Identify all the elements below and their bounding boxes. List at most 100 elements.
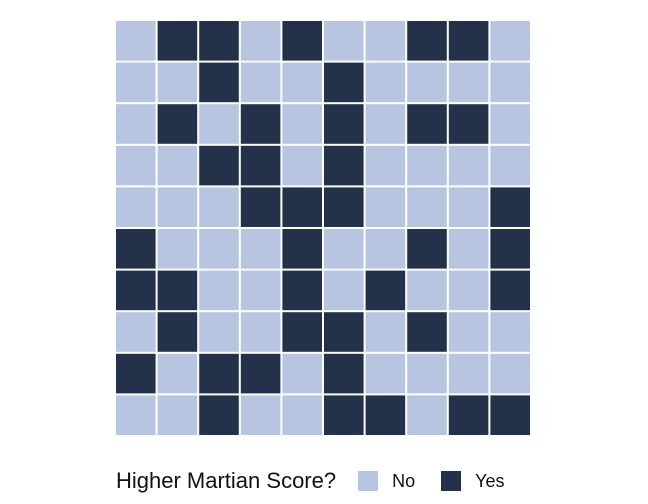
waffle-tile-no [157, 145, 198, 186]
waffle-tile-yes [157, 104, 198, 144]
waffle-tile-yes [324, 145, 364, 186]
waffle-tile-yes [490, 229, 530, 269]
waffle-tile-yes [240, 145, 281, 186]
waffle-tile-yes [199, 21, 239, 61]
waffle-tile-no [490, 353, 530, 394]
waffle-tile-no [448, 270, 489, 311]
waffle-tile-no [490, 104, 530, 144]
waffle-tile-yes [282, 187, 322, 227]
waffle-tile-yes [240, 104, 281, 144]
waffle-tile-yes [199, 353, 239, 394]
waffle-tile-no [407, 270, 447, 311]
waffle-tile-no [199, 229, 239, 269]
waffle-tile-yes [407, 312, 447, 352]
waffle-tile-yes [282, 21, 322, 61]
legend-item-no: No [358, 471, 415, 492]
waffle-tile-yes [116, 229, 156, 269]
waffle-tile-no [407, 353, 447, 394]
waffle-tile-no [365, 312, 406, 352]
waffle-tile-yes [324, 395, 364, 435]
waffle-tile-no [199, 104, 239, 144]
waffle-tile-no [490, 312, 530, 352]
waffle-tile-no [365, 187, 406, 227]
waffle-tile-no [448, 62, 489, 103]
waffle-tile-no [116, 62, 156, 103]
waffle-tile-yes [282, 312, 322, 352]
waffle-tile-no [240, 229, 281, 269]
waffle-tile-no [116, 312, 156, 352]
waffle-tile-no [199, 270, 239, 311]
waffle-tile-yes [324, 62, 364, 103]
waffle-tile-no [157, 353, 198, 394]
waffle-tile-no [448, 145, 489, 186]
waffle-tile-yes [448, 21, 489, 61]
legend-key-yes [441, 471, 462, 491]
waffle-tile-yes [407, 21, 447, 61]
waffle-tile-no [365, 62, 406, 103]
legend-key-no [358, 471, 379, 491]
waffle-tile-no [199, 187, 239, 227]
waffle-tile-no [448, 229, 489, 269]
waffle-tile-no [365, 21, 406, 61]
waffle-tile-no [240, 312, 281, 352]
waffle-tile-yes [407, 104, 447, 144]
waffle-tile-no [282, 353, 322, 394]
waffle-tile-no [365, 353, 406, 394]
waffle-tile-yes [490, 270, 530, 311]
waffle-tile-no [240, 62, 281, 103]
waffle-tile-no [324, 270, 364, 311]
waffle-tile-no [365, 145, 406, 186]
waffle-tile-no [490, 62, 530, 103]
waffle-tile-no [240, 270, 281, 311]
waffle-tile-no [448, 312, 489, 352]
waffle-tile-no [282, 395, 322, 435]
legend-title: Higher Martian Score? [116, 468, 337, 493]
waffle-tile-no [240, 21, 281, 61]
waffle-tile-no [365, 104, 406, 144]
waffle-tile-yes [490, 187, 530, 227]
waffle-tile-yes [199, 395, 239, 435]
waffle-tile-yes [407, 229, 447, 269]
waffle-tile-no [157, 62, 198, 103]
waffle-tile-yes [324, 187, 364, 227]
waffle-tile-no [407, 395, 447, 435]
waffle-tile-yes [116, 270, 156, 311]
legend: Higher Martian Score? No Yes [116, 466, 531, 496]
waffle-tile-no [116, 395, 156, 435]
waffle-tile-no [199, 312, 239, 352]
legend-label-yes: Yes [475, 470, 505, 491]
waffle-tile-yes [282, 229, 322, 269]
waffle-tile-yes [365, 270, 406, 311]
waffle-tile-no [324, 229, 364, 269]
waffle-tile-yes [157, 270, 198, 311]
waffle-tile-no [116, 145, 156, 186]
waffle-tile-no [282, 104, 322, 144]
waffle-tile-yes [199, 62, 239, 103]
waffle-tile-yes [240, 353, 281, 394]
waffle-tile-no [116, 21, 156, 61]
waffle-tile-no [407, 145, 447, 186]
waffle-tile-yes [116, 353, 156, 394]
waffle-tile-yes [365, 395, 406, 435]
waffle-tile-yes [324, 312, 364, 352]
waffle-tile-no [407, 62, 447, 103]
waffle-tile-no [448, 353, 489, 394]
waffle-tile-no [157, 229, 198, 269]
waffle-tile-yes [282, 270, 322, 311]
waffle-tile-yes [448, 395, 489, 435]
waffle-tile-yes [324, 104, 364, 144]
waffle-tile-no [240, 395, 281, 435]
waffle-tiles [116, 21, 530, 435]
waffle-tile-no [116, 187, 156, 227]
waffle-tile-no [448, 187, 489, 227]
waffle-tile-no [157, 187, 198, 227]
legend-label-no: No [392, 470, 416, 491]
legend-item-yes: Yes [441, 470, 505, 492]
waffle-tile-yes [490, 395, 530, 435]
waffle-tile-yes [157, 21, 198, 61]
waffle-tile-no [324, 21, 364, 61]
waffle-tile-yes [324, 353, 364, 394]
waffle-tile-no [407, 187, 447, 227]
waffle-tile-yes [157, 312, 198, 352]
